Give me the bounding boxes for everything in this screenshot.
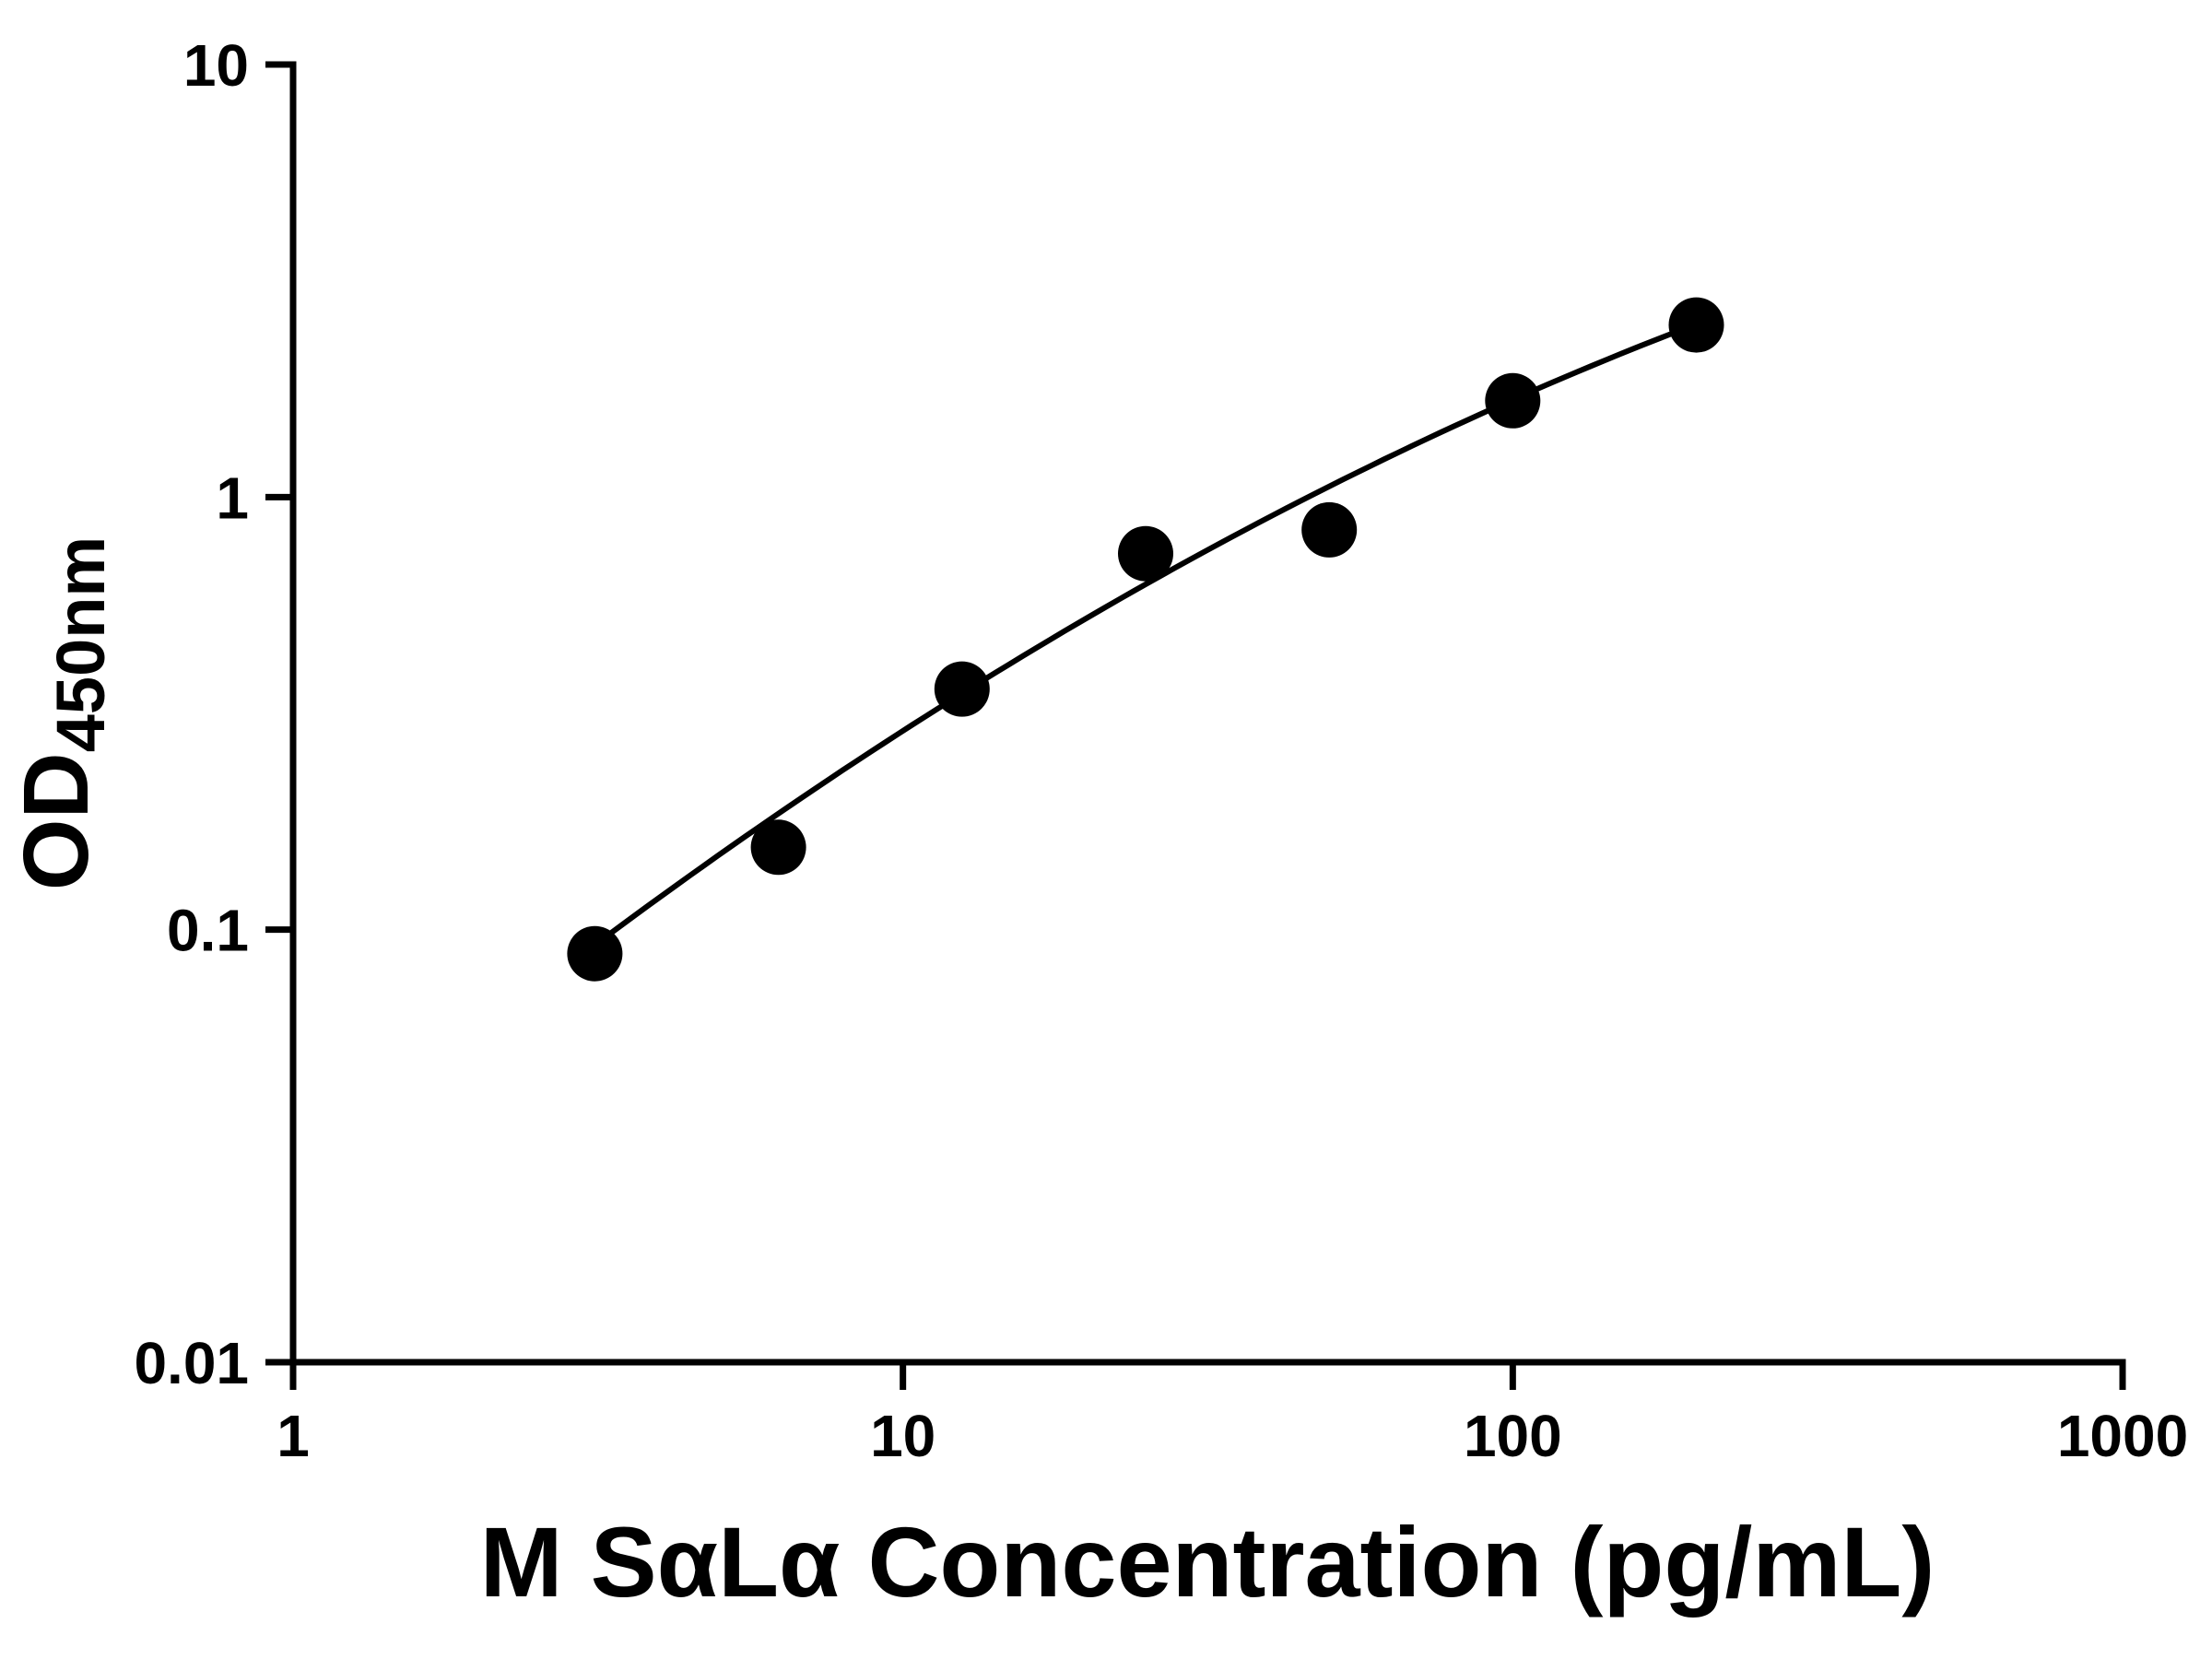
axis-spines <box>289 61 2126 1366</box>
y-tick-label: 0.01 <box>134 1330 249 1396</box>
axes <box>265 61 2126 1390</box>
y-tick-label: 1 <box>216 465 249 531</box>
plot-series <box>567 297 1724 982</box>
y-axis-title: OD450nm <box>5 536 119 890</box>
tick-labels: 1 10 100 1000 0.01 0.1 1 10 <box>134 32 2188 1469</box>
data-point <box>1118 525 1173 582</box>
data-point <box>934 661 990 717</box>
x-tick-label: 1 <box>276 1403 310 1469</box>
x-tick-label: 100 <box>1464 1403 1562 1469</box>
data-point <box>1301 501 1358 558</box>
data-point <box>750 819 806 876</box>
x-tick-label: 10 <box>870 1403 935 1469</box>
y-axis-title-main: OD <box>5 752 108 890</box>
x-axis-title: M SαLα Concentration (pg/mL) <box>480 1506 1936 1618</box>
data-point <box>1485 372 1541 429</box>
x-tick-label: 1000 <box>2057 1403 2188 1469</box>
data-point <box>1668 297 1724 353</box>
y-axis-title-subscript: 450nm <box>42 536 119 752</box>
data-point <box>567 925 623 982</box>
y-tick-label: 10 <box>183 32 249 99</box>
y-tick-label: 0.1 <box>167 898 249 964</box>
